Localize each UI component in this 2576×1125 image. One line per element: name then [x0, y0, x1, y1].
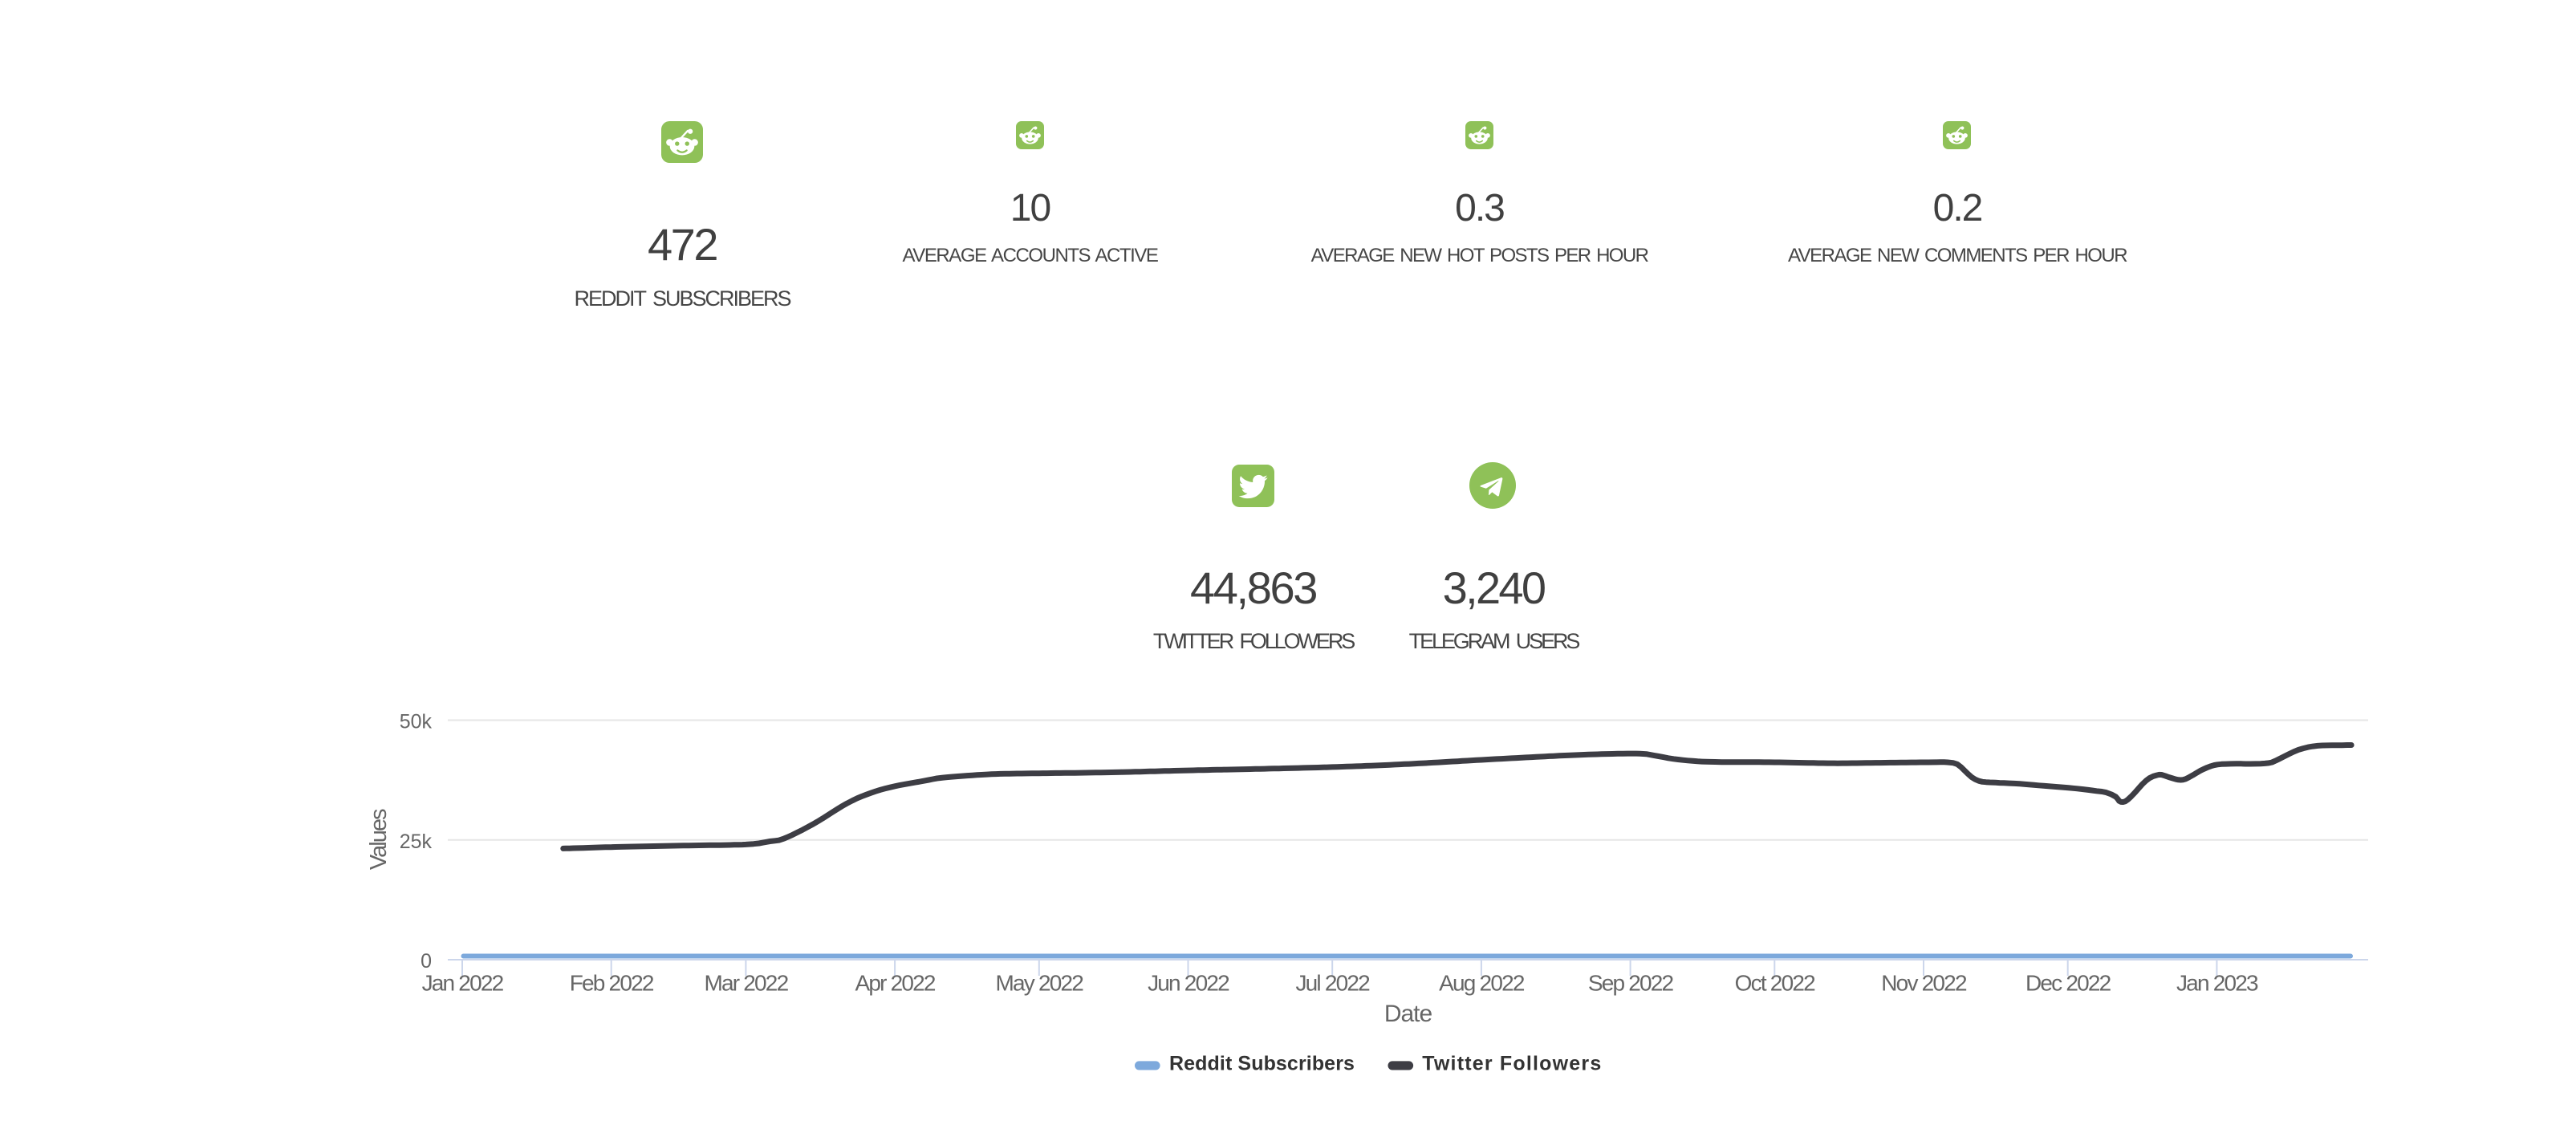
- svg-text:50k: 50k: [400, 711, 433, 733]
- svg-text:May 2022: May 2022: [996, 971, 1084, 996]
- svg-text:Jan 2023: Jan 2023: [2176, 971, 2258, 996]
- svg-text:0: 0: [421, 950, 432, 973]
- svg-text:Reddit Subscribers: Reddit Subscribers: [1169, 1053, 1355, 1075]
- svg-text:Jul 2022: Jul 2022: [1295, 971, 1370, 996]
- svg-text:25k: 25k: [400, 831, 433, 853]
- svg-text:Twitter Followers: Twitter Followers: [1422, 1053, 1602, 1075]
- svg-text:Jan 2022: Jan 2022: [422, 971, 504, 996]
- svg-text:Dec 2022: Dec 2022: [2025, 971, 2111, 996]
- svg-text:Values: Values: [366, 809, 392, 870]
- svg-text:Feb 2022: Feb 2022: [570, 971, 654, 996]
- svg-text:Aug 2022: Aug 2022: [1439, 971, 1525, 996]
- svg-text:Mar 2022: Mar 2022: [704, 971, 788, 996]
- svg-text:Date: Date: [1384, 1001, 1432, 1027]
- svg-text:Nov 2022: Nov 2022: [1881, 971, 1967, 996]
- svg-text:Oct 2022: Oct 2022: [1735, 971, 1815, 996]
- svg-text:Apr 2022: Apr 2022: [855, 971, 935, 996]
- svg-text:Jun 2022: Jun 2022: [1148, 971, 1229, 996]
- svg-text:Sep 2022: Sep 2022: [1588, 971, 1674, 996]
